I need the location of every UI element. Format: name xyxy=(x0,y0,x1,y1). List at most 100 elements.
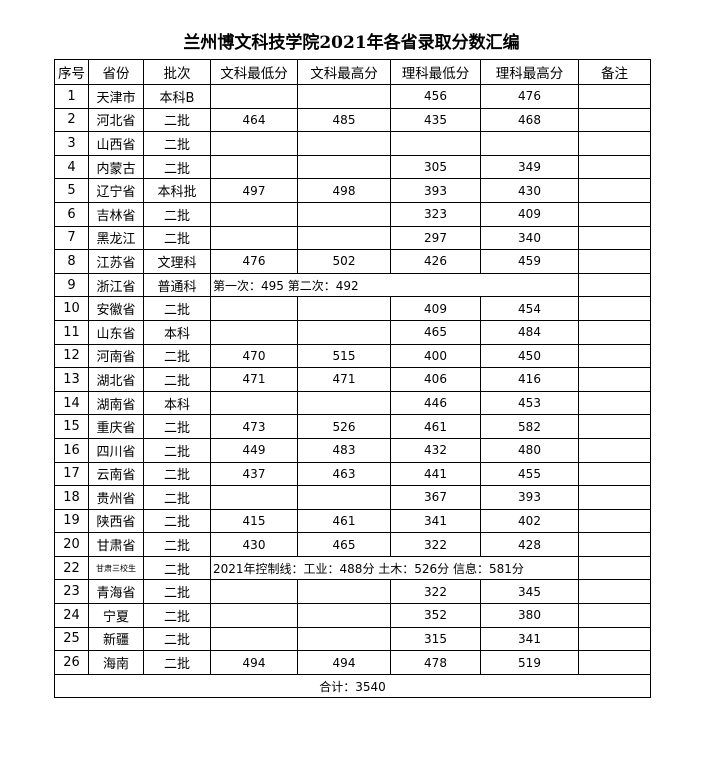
cell: 323 xyxy=(390,201,481,227)
cell xyxy=(297,225,391,251)
cell: 450 xyxy=(480,343,579,369)
cell: 16 xyxy=(54,437,89,463)
cell: 二批 xyxy=(143,603,211,628)
column-header: 省份 xyxy=(88,59,144,85)
cell: 本科 xyxy=(143,319,211,345)
table-row: 16 四川省 二批 449 483 432 480 xyxy=(54,437,651,463)
cell xyxy=(578,508,651,534)
cell: 502 xyxy=(297,249,391,274)
cell: 415 xyxy=(210,508,298,534)
cell: 446 xyxy=(390,390,481,416)
cell: 461 xyxy=(390,414,481,439)
cell: 406 xyxy=(390,367,481,392)
cell xyxy=(210,131,298,156)
column-header: 理科最高分 xyxy=(480,59,579,85)
cell xyxy=(210,319,298,345)
cell: 484 xyxy=(480,319,579,345)
cell: 340 xyxy=(480,225,579,251)
cell xyxy=(297,131,391,156)
cell: 400 xyxy=(390,343,481,369)
column-header: 文科最高分 xyxy=(297,59,391,85)
cell: 本科批 xyxy=(143,178,211,203)
cell: 陕西省 xyxy=(88,508,144,534)
table-row: 4 内蒙古 二批 305 349 xyxy=(54,154,651,180)
cell: 519 xyxy=(480,650,579,675)
table-row: 5 辽宁省 本科批 497 498 393 430 xyxy=(54,178,651,203)
cell xyxy=(578,201,651,227)
cell: 582 xyxy=(480,414,579,439)
cell xyxy=(578,485,651,510)
cell: 二批 xyxy=(143,461,211,487)
column-header: 文科最低分 xyxy=(210,59,298,85)
cell: 441 xyxy=(390,461,481,487)
cell: 二批 xyxy=(143,201,211,227)
cell: 二批 xyxy=(143,131,211,156)
column-header: 序号 xyxy=(54,59,89,85)
cell: 341 xyxy=(480,626,579,652)
cell xyxy=(578,343,651,369)
cell: 二批 xyxy=(143,626,211,652)
cell: 二批 xyxy=(143,367,211,392)
cell: 二批 xyxy=(143,485,211,510)
cell xyxy=(297,579,391,605)
cell xyxy=(210,296,298,321)
cell: 297 xyxy=(390,225,481,251)
cell xyxy=(297,319,391,345)
header-row: 序号 省份 批次 文科最低分 文科最高分 理科最低分 理科最高分 备注 xyxy=(54,59,651,85)
table-row: 14 湖南省 本科 446 453 xyxy=(54,390,651,416)
cell: 四川省 xyxy=(88,437,144,463)
cell: 9 xyxy=(54,272,89,298)
cell: 459 xyxy=(480,249,579,274)
cell: 23 xyxy=(54,579,89,605)
cell: 山西省 xyxy=(88,131,144,156)
cell: 393 xyxy=(390,178,481,203)
cell xyxy=(210,154,298,180)
cell: 贵州省 xyxy=(88,485,144,510)
cell: 454 xyxy=(480,296,579,321)
cell: 476 xyxy=(210,249,298,274)
cell: 449 xyxy=(210,437,298,463)
cell: 498 xyxy=(297,178,391,203)
cell: 湖北省 xyxy=(88,367,144,392)
cell: 辽宁省 xyxy=(88,178,144,203)
cell: 19 xyxy=(54,508,89,534)
cell xyxy=(578,414,651,439)
cell xyxy=(297,84,391,109)
table-row: 24 宁夏 二批 352 380 xyxy=(54,603,651,628)
cell: 437 xyxy=(210,461,298,487)
cell xyxy=(210,579,298,605)
cell: 本科 xyxy=(143,390,211,416)
table-row: 12 河南省 二批 470 515 400 450 xyxy=(54,343,651,369)
cell: 432 xyxy=(390,437,481,463)
table-row: 25 新疆 二批 315 341 xyxy=(54,626,651,652)
cell: 6 xyxy=(54,201,89,227)
cell: 二批 xyxy=(143,437,211,463)
cell: 新疆 xyxy=(88,626,144,652)
cell xyxy=(578,225,651,251)
cell: 宁夏 xyxy=(88,603,144,628)
cell: 461 xyxy=(297,508,391,534)
column-header: 备注 xyxy=(578,59,651,85)
cell: 1 xyxy=(54,84,89,109)
cell xyxy=(578,603,651,628)
cell: 435 xyxy=(390,107,481,133)
cell: 重庆省 xyxy=(88,414,144,439)
cell: 二批 xyxy=(143,555,211,581)
cell: 25 xyxy=(54,626,89,652)
table-row: 11 山东省 本科 465 484 xyxy=(54,319,651,345)
cell: 普通科 xyxy=(143,272,211,298)
cell: 380 xyxy=(480,603,579,628)
cell: 464 xyxy=(210,107,298,133)
cell: 494 xyxy=(297,650,391,675)
cell: 416 xyxy=(480,367,579,392)
cell: 7 xyxy=(54,225,89,251)
cell: 二批 xyxy=(143,508,211,534)
cell: 4 xyxy=(54,154,89,180)
cell xyxy=(390,131,481,156)
cell: 二批 xyxy=(143,579,211,605)
cell: 367 xyxy=(390,485,481,510)
cell xyxy=(578,272,651,298)
cell: 322 xyxy=(390,579,481,605)
cell: 二批 xyxy=(143,296,211,321)
cell xyxy=(210,626,298,652)
